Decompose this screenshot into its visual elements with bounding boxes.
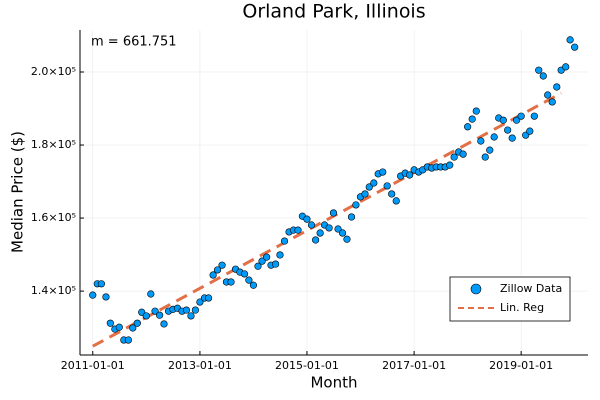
point [133, 319, 141, 327]
point [147, 290, 155, 298]
point [312, 236, 320, 244]
point [245, 276, 253, 284]
point [307, 221, 316, 229]
point [89, 291, 97, 299]
point [343, 235, 351, 243]
point [303, 215, 311, 223]
point [504, 126, 512, 134]
point [459, 150, 467, 158]
legend-swatch [470, 283, 482, 295]
x-tick-label: 2013-01-01 [168, 359, 232, 372]
point [472, 107, 480, 115]
point [499, 116, 507, 124]
point [388, 190, 396, 198]
point [213, 266, 222, 274]
point [539, 72, 547, 80]
point [191, 306, 199, 314]
point [566, 36, 574, 44]
point [156, 311, 164, 319]
point [361, 190, 369, 198]
point [526, 127, 534, 135]
point [280, 237, 289, 245]
point [249, 281, 258, 289]
y-axis-label: Median Price ($) [9, 131, 27, 253]
point [383, 182, 391, 190]
point [102, 293, 110, 301]
point [571, 43, 579, 51]
x-tick-label: 2015-01-01 [275, 359, 339, 372]
y-tick-label: 1.6×10⁵ [31, 211, 76, 224]
point [294, 226, 302, 234]
point [316, 229, 324, 237]
point [544, 91, 552, 99]
point [124, 336, 132, 344]
point [481, 153, 489, 161]
point [142, 312, 150, 320]
point [227, 278, 235, 286]
point [129, 324, 137, 332]
point [106, 319, 114, 327]
point [347, 213, 356, 221]
point [490, 133, 498, 141]
y-tick-label: 1.4×10⁵ [31, 284, 76, 297]
point [218, 261, 226, 269]
legend-box [449, 276, 571, 322]
point [263, 253, 271, 261]
point [204, 294, 213, 302]
point [160, 320, 168, 328]
point [446, 161, 454, 169]
x-axis-label: Month [310, 374, 357, 392]
point [334, 225, 342, 233]
point [530, 112, 538, 120]
legend-label: Zillow Data [500, 282, 562, 295]
point [513, 116, 521, 124]
x-tick-label: 2011-01-01 [61, 359, 125, 372]
annotation: m = 661.751 [91, 35, 177, 50]
chart-title: Orland Park, Illinois [242, 1, 425, 23]
point [258, 257, 266, 265]
point [151, 307, 159, 315]
point [379, 168, 387, 176]
point [196, 298, 204, 306]
point [115, 323, 123, 331]
point [338, 229, 347, 237]
point [535, 66, 543, 74]
point [553, 83, 561, 91]
point [370, 179, 378, 187]
point [254, 262, 262, 270]
point [271, 260, 280, 268]
point [450, 153, 458, 161]
y-tick-label: 2.0×10⁵ [31, 65, 76, 78]
point [477, 137, 485, 145]
point [209, 271, 217, 279]
x-tick-label: 2017-01-01 [382, 359, 446, 372]
point [187, 312, 195, 320]
point [548, 98, 556, 106]
point [562, 63, 570, 71]
point [329, 209, 338, 217]
point [276, 251, 284, 259]
x-tick-label: 2019-01-01 [489, 359, 553, 372]
point [468, 115, 476, 123]
point [405, 171, 414, 179]
point [352, 201, 360, 209]
point [508, 134, 516, 142]
point [464, 123, 472, 131]
point [240, 270, 249, 278]
y-tick-label: 1.8×10⁵ [31, 138, 76, 151]
point [392, 197, 400, 205]
point [486, 146, 494, 154]
point [182, 306, 191, 314]
legend-label: Lin. Reg [500, 301, 544, 314]
legend: Zillow Data Lin. Reg [449, 276, 571, 322]
point [365, 183, 373, 191]
point [325, 224, 333, 232]
regression-line [92, 91, 562, 348]
point [517, 112, 525, 120]
point [97, 280, 106, 288]
